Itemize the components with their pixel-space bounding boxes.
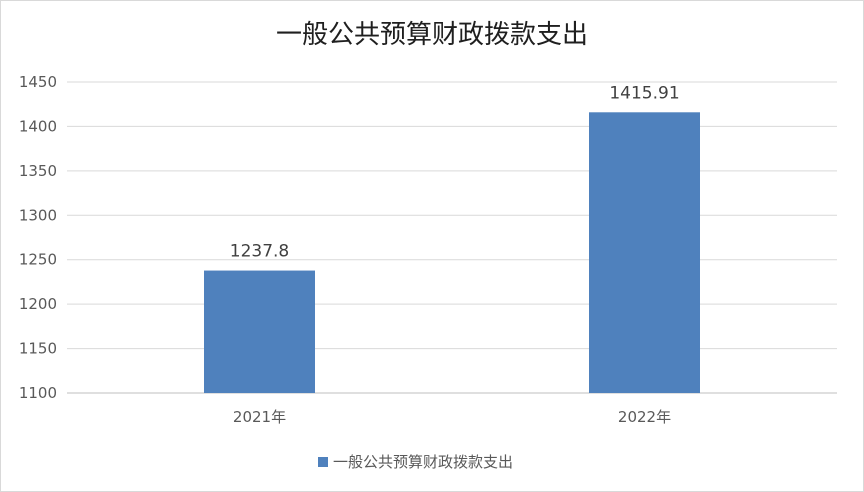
y-tick-label: 1350 (19, 162, 57, 180)
data-label-2: 1415.91 (609, 83, 679, 103)
bars (204, 112, 700, 394)
x-tick-label: 2022年 (618, 408, 671, 426)
x-axis-tick-labels: 2021年 2022年 (233, 408, 671, 426)
y-tick-label: 1400 (19, 117, 57, 135)
data-labels: 1237.8 1415.91 (230, 83, 680, 261)
bar-2 (589, 112, 700, 394)
legend-swatch (318, 457, 328, 467)
y-tick-label: 1200 (19, 295, 57, 313)
gridlines (67, 81, 837, 394)
bar-1 (204, 270, 315, 393)
y-tick-label: 1450 (19, 73, 57, 91)
data-label-1: 1237.8 (230, 242, 289, 262)
legend-label: 一般公共预算财政拨款支出 (333, 453, 513, 471)
legend: 一般公共预算财政拨款支出 (318, 453, 513, 471)
y-tick-label: 1250 (19, 251, 57, 269)
x-tick-label: 2021年 (233, 408, 286, 426)
y-tick-label: 1300 (19, 206, 57, 224)
y-tick-label: 1100 (19, 384, 57, 402)
y-axis-tick-labels: 1100 1150 1200 1250 1300 1350 1400 1450 (19, 73, 57, 402)
y-tick-label: 1150 (19, 340, 57, 358)
chart-title: 一般公共预算财政拨款支出 (276, 20, 588, 50)
